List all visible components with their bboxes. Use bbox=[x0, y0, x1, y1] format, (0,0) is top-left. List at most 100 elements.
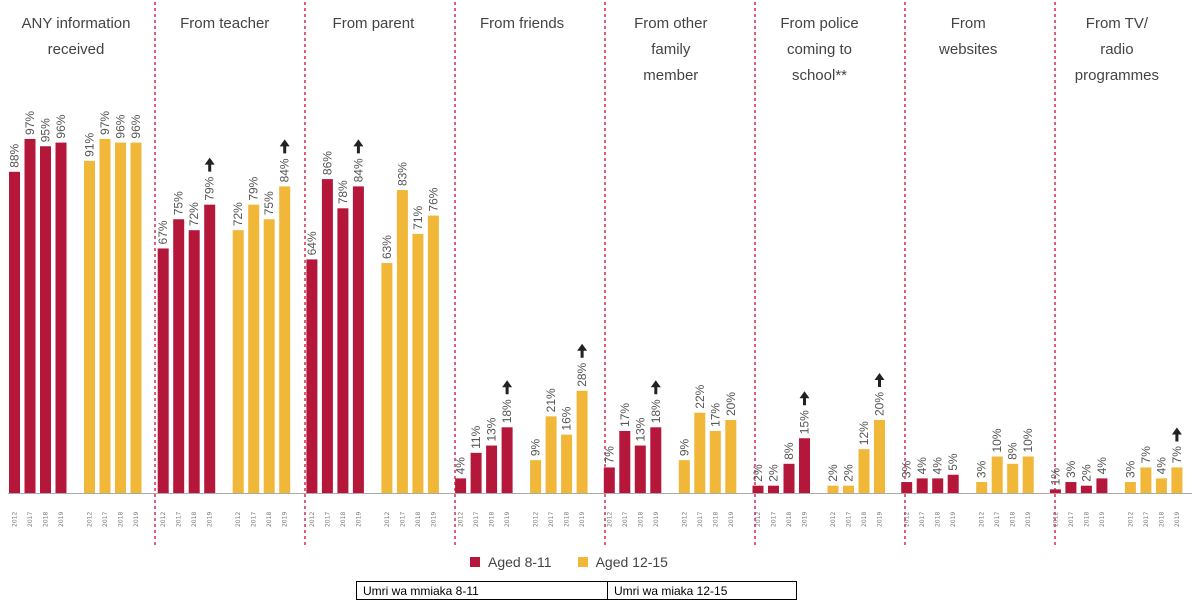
year-tick-label: 2018 bbox=[43, 512, 50, 527]
year-tick-label: 2018 bbox=[564, 512, 571, 527]
panel-title: From friends bbox=[480, 15, 564, 32]
bar bbox=[486, 446, 497, 493]
panel-title: From teacher bbox=[180, 15, 269, 32]
data-label: 4% bbox=[1095, 457, 1109, 475]
bar bbox=[577, 391, 588, 493]
data-label: 4% bbox=[931, 457, 945, 475]
year-tick-label: 2019 bbox=[282, 512, 289, 527]
bar bbox=[843, 486, 854, 493]
data-label: 78% bbox=[336, 180, 350, 204]
bar bbox=[784, 464, 795, 493]
year-tick-label: 2019 bbox=[1099, 512, 1106, 527]
year-tick-label: 2012 bbox=[606, 512, 613, 527]
bar bbox=[859, 449, 870, 493]
year-tick-label: 2018 bbox=[1083, 512, 1090, 527]
bar bbox=[204, 205, 215, 493]
legend-item-aged-12-15: Aged 12-15 bbox=[578, 554, 668, 570]
data-label: 79% bbox=[203, 176, 217, 200]
up-arrow-icon bbox=[205, 158, 215, 172]
data-label: 12% bbox=[857, 421, 871, 445]
panel-title: school** bbox=[792, 67, 847, 84]
data-label: 15% bbox=[798, 410, 812, 434]
translation-aged-8-11: Umri wa mmiaka 8-11 bbox=[357, 582, 608, 600]
bar bbox=[546, 416, 557, 493]
bar bbox=[158, 248, 169, 493]
bar bbox=[9, 172, 20, 493]
data-label: 17% bbox=[618, 403, 632, 427]
panel-title: family bbox=[651, 41, 691, 58]
data-label: 18% bbox=[500, 399, 514, 423]
bar bbox=[948, 475, 959, 493]
data-label: 67% bbox=[156, 220, 170, 244]
year-tick-label: 2017 bbox=[251, 512, 258, 527]
legend: Aged 8-11 Aged 12-15 bbox=[470, 552, 694, 572]
data-label: 18% bbox=[649, 399, 663, 423]
year-tick-label: 2019 bbox=[58, 512, 65, 527]
bar bbox=[650, 427, 661, 493]
year-tick-label: 2018 bbox=[935, 512, 942, 527]
panel-title: websites bbox=[938, 41, 997, 58]
data-label: 22% bbox=[693, 384, 707, 408]
year-tick-label: 2017 bbox=[399, 512, 406, 527]
panel-title: programmes bbox=[1075, 67, 1159, 84]
data-label: 75% bbox=[172, 191, 186, 215]
year-tick-label: 2019 bbox=[653, 512, 660, 527]
data-label: 79% bbox=[247, 176, 261, 200]
data-label: 20% bbox=[873, 392, 887, 416]
year-tick-label: 2017 bbox=[27, 512, 34, 527]
data-label: 2% bbox=[767, 464, 781, 482]
bar bbox=[874, 420, 885, 493]
bar bbox=[799, 438, 810, 493]
panel-title: From other bbox=[634, 15, 707, 32]
bar bbox=[397, 190, 408, 493]
panel-title: From police bbox=[780, 15, 858, 32]
year-tick-label: 2012 bbox=[1127, 512, 1134, 527]
year-tick-label: 2018 bbox=[340, 512, 347, 527]
bar bbox=[901, 482, 912, 493]
data-label: 97% bbox=[98, 111, 112, 135]
year-tick-label: 2019 bbox=[133, 512, 140, 527]
year-tick-label: 2017 bbox=[1068, 512, 1075, 527]
year-tick-label: 2018 bbox=[712, 512, 719, 527]
bar bbox=[1096, 478, 1107, 493]
data-label: 13% bbox=[485, 417, 499, 441]
data-label: 9% bbox=[677, 438, 691, 456]
panel-title: From parent bbox=[333, 15, 416, 32]
year-tick-label: 2012 bbox=[384, 512, 391, 527]
data-label: 72% bbox=[231, 202, 245, 226]
bar bbox=[976, 482, 987, 493]
data-label: 96% bbox=[54, 114, 68, 138]
bar bbox=[279, 186, 290, 493]
data-label: 72% bbox=[187, 202, 201, 226]
data-label: 13% bbox=[633, 417, 647, 441]
bar bbox=[100, 139, 111, 493]
data-label: 75% bbox=[262, 191, 276, 215]
up-arrow-icon bbox=[577, 344, 587, 358]
translation-row: Umri wa mmiaka 8-11 Umri wa miaka 12-15 bbox=[357, 582, 797, 600]
year-tick-label: 2018 bbox=[1010, 512, 1017, 527]
data-label: 3% bbox=[900, 460, 914, 478]
bar bbox=[1081, 486, 1092, 493]
bar bbox=[1065, 482, 1076, 493]
year-tick-label: 2018 bbox=[1158, 512, 1165, 527]
year-tick-label: 2012 bbox=[458, 512, 465, 527]
panel-title: ANY information bbox=[22, 15, 131, 32]
panel-title: From bbox=[951, 15, 986, 32]
bar bbox=[502, 427, 513, 493]
bar bbox=[173, 219, 184, 493]
year-tick-label: 2017 bbox=[324, 512, 331, 527]
year-tick-label: 2018 bbox=[786, 512, 793, 527]
year-tick-label: 2017 bbox=[473, 512, 480, 527]
panel-title: radio bbox=[1100, 41, 1133, 58]
data-label: 10% bbox=[990, 428, 1004, 452]
bar bbox=[992, 457, 1003, 494]
bar bbox=[412, 234, 423, 493]
bar bbox=[710, 431, 721, 493]
data-label: 21% bbox=[544, 388, 558, 412]
bar bbox=[131, 143, 142, 493]
legend-swatch-aged-8-11 bbox=[470, 557, 480, 567]
data-label: 10% bbox=[1021, 428, 1035, 452]
bar bbox=[115, 143, 126, 493]
bar bbox=[694, 413, 705, 493]
bar bbox=[84, 161, 95, 493]
